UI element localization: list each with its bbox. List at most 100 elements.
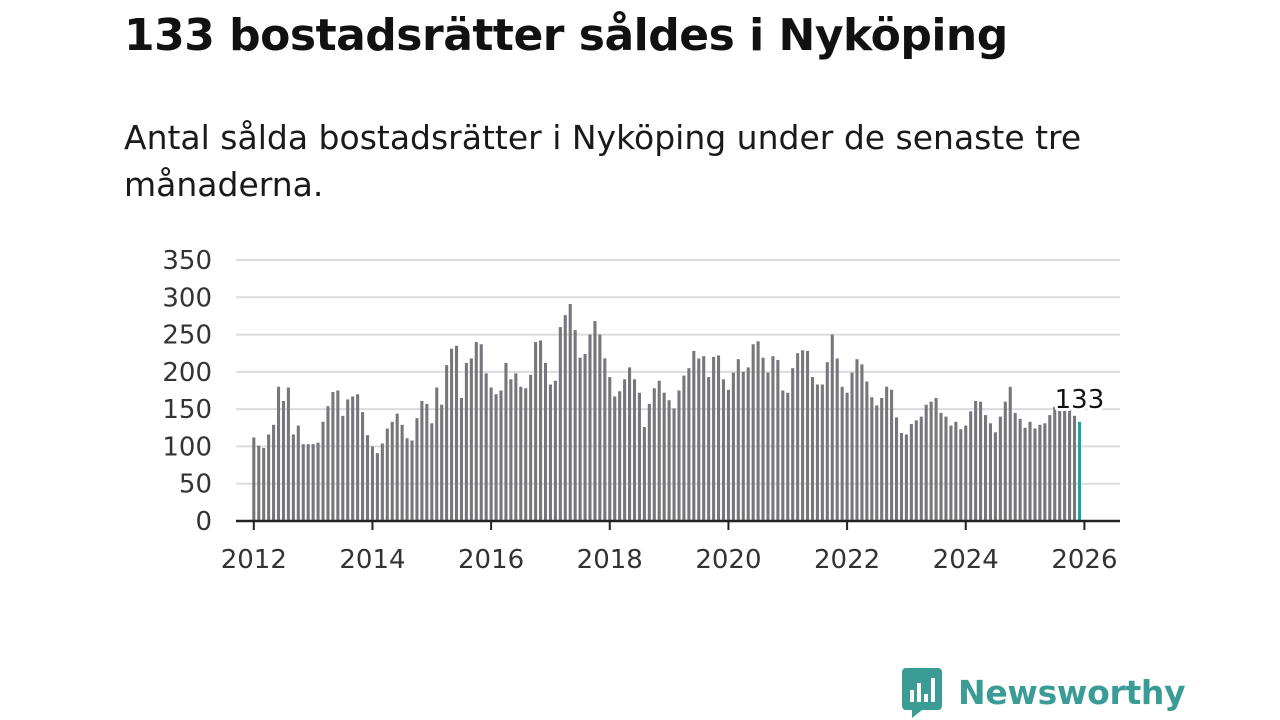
bar: [1038, 424, 1042, 521]
bar: [934, 397, 938, 521]
bar: [583, 353, 587, 521]
y-tick-label: 50: [179, 470, 212, 500]
bar: [603, 358, 607, 521]
bar: [1003, 401, 1007, 521]
bar: [326, 406, 330, 521]
bar: [637, 392, 641, 521]
bar: [573, 330, 577, 521]
bar: [855, 359, 859, 521]
bar: [524, 388, 528, 521]
x-tick-label: 2012: [221, 545, 287, 575]
bar: [499, 390, 503, 521]
bar: [1043, 423, 1047, 521]
bar: [924, 404, 928, 521]
bar: [642, 427, 646, 521]
bar: [479, 344, 483, 521]
bar: [712, 356, 716, 521]
bar: [717, 355, 721, 521]
bar: [746, 367, 750, 521]
bar: [810, 377, 815, 521]
y-tick-label: 100: [162, 432, 212, 462]
bar: [761, 357, 765, 521]
bar: [944, 416, 948, 521]
bar: [904, 434, 908, 521]
bar: [1013, 412, 1017, 521]
bar: [776, 359, 780, 521]
bar: [380, 443, 384, 521]
x-tick-label: 2020: [695, 545, 761, 575]
bar: [983, 415, 988, 521]
bar: [801, 350, 805, 521]
bar: [998, 416, 1002, 521]
bar: [721, 379, 726, 521]
bar: [1028, 421, 1032, 521]
bar: [697, 358, 701, 521]
bar: [361, 412, 365, 521]
bar: [939, 412, 943, 521]
bar: [993, 432, 997, 521]
latest-value-label: 133: [1055, 385, 1105, 415]
bar: [385, 428, 389, 521]
bar: [1072, 415, 1077, 521]
bar: [331, 391, 335, 521]
bar: [608, 377, 612, 521]
bar: [553, 380, 557, 521]
bar: [321, 421, 325, 521]
bar: [301, 444, 305, 521]
bar: [276, 386, 281, 521]
bar: [796, 353, 800, 521]
bar: [588, 334, 592, 521]
bar: [979, 401, 983, 521]
bar: [766, 372, 770, 521]
bar: [568, 304, 572, 521]
bar: [454, 345, 459, 521]
bar: [435, 387, 439, 521]
bar: [286, 387, 290, 521]
bar: [375, 453, 379, 521]
bar: [1033, 428, 1037, 521]
bar: [341, 415, 345, 521]
bar: [865, 381, 869, 521]
bar: [677, 390, 681, 521]
bar: [558, 327, 562, 521]
bar: [484, 373, 488, 521]
bar: [909, 424, 913, 521]
y-tick-label: 150: [162, 395, 212, 425]
bar: [830, 334, 834, 521]
y-tick-label: 300: [162, 283, 212, 313]
x-tick-label: 2024: [933, 545, 999, 575]
bar: [336, 390, 340, 521]
bar: [672, 408, 676, 521]
bar: [815, 384, 819, 521]
bar: [405, 438, 409, 521]
bar: [707, 377, 711, 521]
bar: [880, 397, 884, 521]
bar: [806, 350, 810, 521]
bar: [563, 315, 567, 521]
bar: [875, 405, 879, 521]
bar: [351, 396, 355, 521]
bar: [860, 364, 864, 521]
bar: [316, 442, 320, 521]
bar: [959, 429, 963, 521]
y-tick-label: 200: [162, 358, 212, 388]
bar: [415, 418, 419, 521]
bar: [262, 447, 266, 521]
bar: [257, 445, 261, 521]
bar: [969, 411, 973, 521]
bar: [895, 417, 899, 521]
bar: [623, 379, 627, 521]
bar: [1008, 386, 1012, 521]
bar: [682, 375, 686, 521]
y-tick-label: 0: [195, 507, 212, 537]
bar: [692, 350, 696, 521]
bar: [741, 371, 745, 521]
bar: [539, 340, 543, 521]
bar: [652, 388, 656, 521]
bar: [509, 379, 513, 521]
bar: [657, 380, 661, 521]
bar: [751, 344, 755, 521]
bar: [494, 394, 498, 521]
bar: [311, 444, 315, 521]
